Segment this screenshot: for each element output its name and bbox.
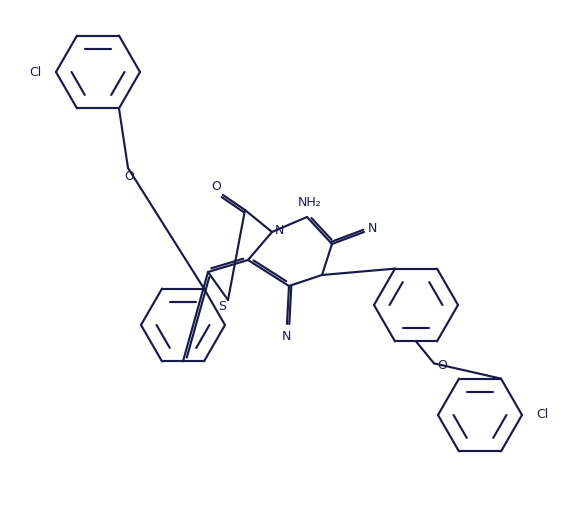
Text: N: N [367,222,377,234]
Text: O: O [437,359,447,372]
Text: N: N [274,224,284,236]
Text: O: O [211,180,221,193]
Text: NH₂: NH₂ [298,196,322,210]
Text: Cl: Cl [536,409,548,422]
Text: N: N [282,329,291,342]
Text: O: O [124,170,134,182]
Text: Cl: Cl [30,66,42,78]
Text: S: S [218,300,226,314]
